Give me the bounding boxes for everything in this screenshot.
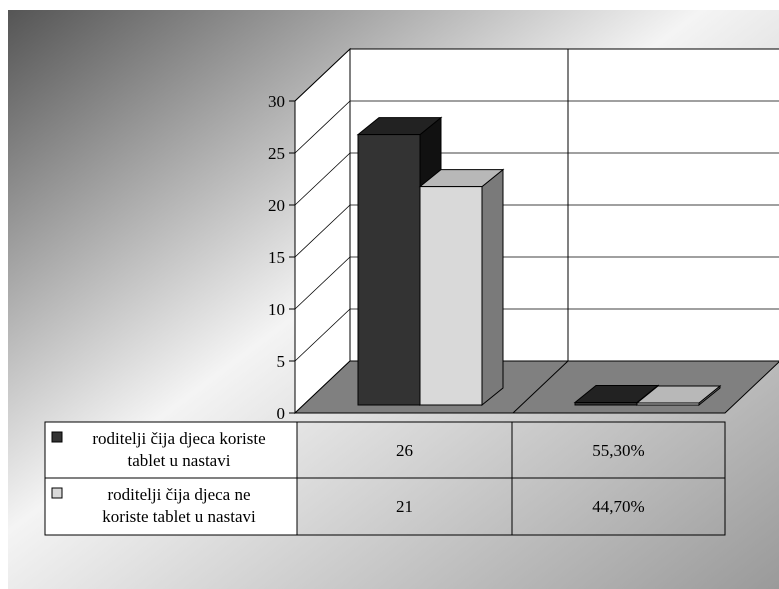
- table-value-cell: 44,70%: [592, 497, 644, 516]
- bar-front: [357, 134, 421, 406]
- gridline-side: [294, 308, 351, 362]
- data-table: roditelji čija djeca koriste tablet u nas…: [44, 421, 726, 536]
- table-value-cell: 55,30%: [592, 441, 644, 460]
- bar-front: [574, 402, 638, 406]
- y-tick-label: 30: [268, 92, 285, 111]
- table-value-cell: 26: [396, 441, 413, 460]
- y-tick-label: 15: [268, 248, 285, 267]
- bar-2-1: [418, 168, 505, 407]
- table-row: roditelji čija djeca ne koriste tablet u …: [51, 485, 645, 526]
- y-tick-label: 25: [268, 144, 285, 163]
- y-tick-label: 5: [277, 352, 286, 371]
- gridline-side: [294, 100, 351, 154]
- bar-front: [636, 402, 700, 406]
- y-tick-label: 0: [277, 404, 286, 423]
- bars: [356, 116, 722, 407]
- bar-side: [481, 168, 504, 407]
- y-axis: 0 5 10 15 20 25 30: [268, 92, 296, 423]
- gridline-side: [294, 152, 351, 206]
- legend-swatch: [51, 487, 63, 499]
- bar-2-2: [635, 384, 722, 407]
- floor-divider: [512, 360, 569, 414]
- gridline-side: [294, 204, 351, 258]
- gridline-side: [294, 256, 351, 310]
- y-tick-label: 20: [268, 196, 285, 215]
- gridline-side: [294, 48, 351, 102]
- legend-label: roditelji čija djeca koriste tablet u nas…: [92, 429, 265, 470]
- y-tick-label: 10: [268, 300, 285, 319]
- bar-front: [419, 186, 483, 406]
- legend-swatch: [51, 431, 63, 443]
- table-row: roditelji čija djeca koriste tablet u nas…: [51, 429, 645, 470]
- table-value-cell: 21: [396, 497, 413, 516]
- legend-label: roditelji čija djeca ne koriste tablet u …: [102, 485, 256, 526]
